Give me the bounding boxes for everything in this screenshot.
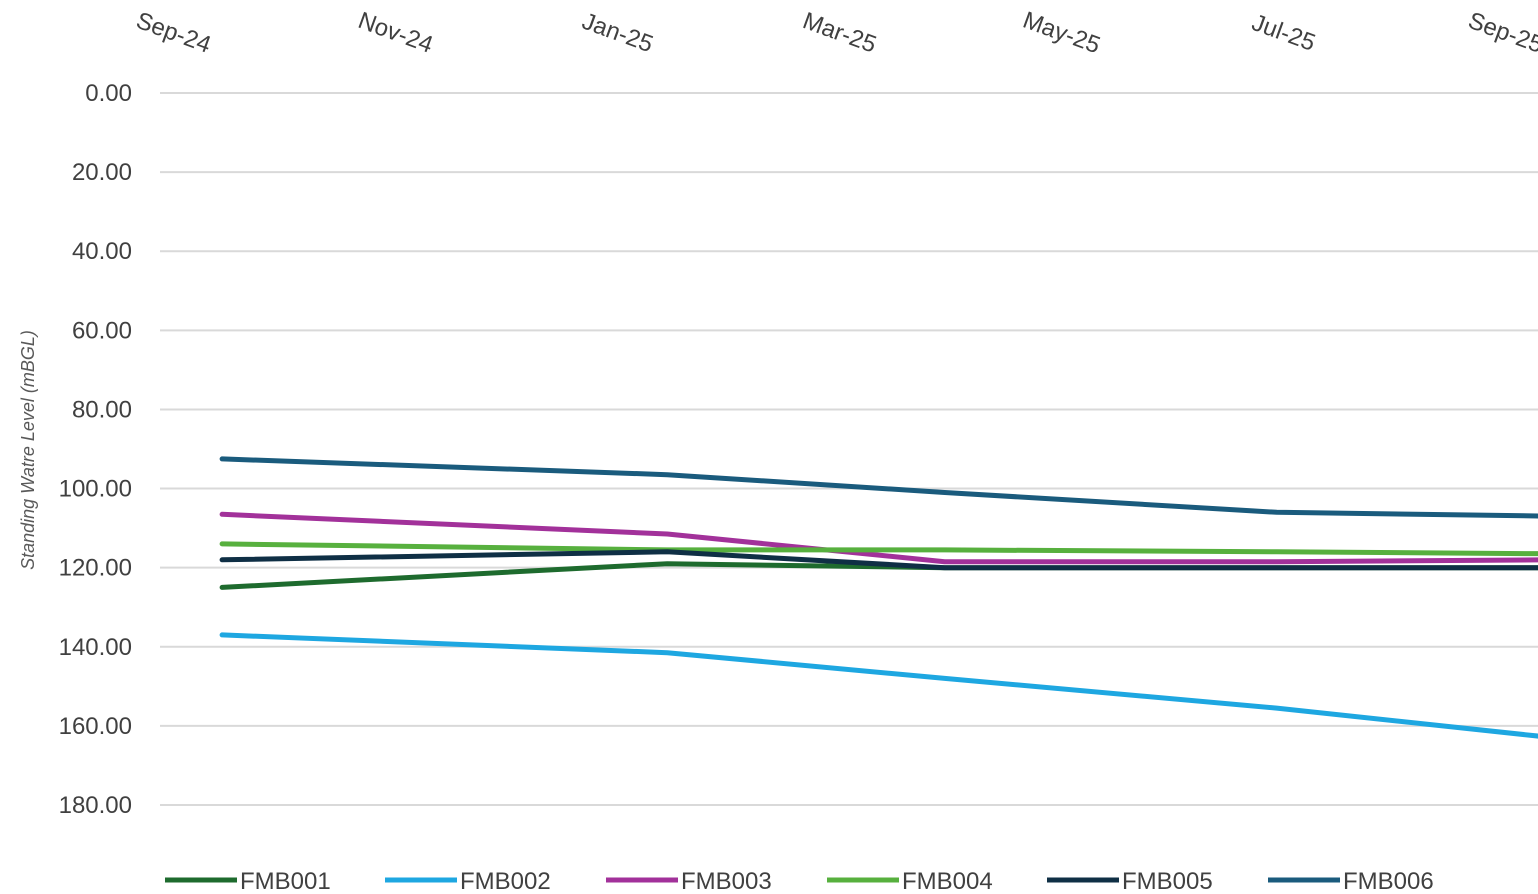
legend-label: FMB005 [1122, 868, 1213, 894]
x-tick-label: Jan-25 [578, 8, 656, 58]
y-axis-title: Standing Watre Level (mBGL) [18, 330, 38, 570]
legend-item-fmb001: FMB001 [165, 868, 331, 894]
y-tick-label: 140.00 [59, 634, 132, 661]
legend-item-fmb006: FMB006 [1268, 868, 1434, 894]
y-tick-label: 100.00 [59, 476, 132, 503]
x-tick-label: Mar-25 [799, 7, 880, 58]
y-tick-label: 80.00 [72, 396, 132, 423]
series-line-fmb005 [219, 549, 1538, 571]
y-tick-label: 0.00 [85, 80, 132, 107]
series-line-fmb004 [219, 541, 1538, 557]
legend-item-fmb002: FMB002 [385, 868, 551, 894]
legend-label: FMB004 [902, 868, 993, 894]
x-tick-label: Nov-24 [355, 7, 437, 59]
legend-item-fmb003: FMB003 [606, 868, 772, 894]
y-tick-label: 120.00 [59, 555, 132, 582]
y-tick-label: 20.00 [72, 159, 132, 186]
x-tick-label: Jul-25 [1248, 9, 1319, 57]
series-line-fmb006 [219, 456, 1538, 519]
x-tick-label: May-25 [1019, 7, 1103, 60]
x-tick-label: Sep-24 [133, 7, 215, 59]
series-line-fmb003 [219, 511, 1538, 565]
y-axis-tick-labels: 0.00 20.00 40.00 60.00 80.00 100.00 120.00 140.… [59, 80, 132, 819]
y-tick-label: 160.00 [59, 713, 132, 740]
y-tick-label: 40.00 [72, 238, 132, 265]
legend-label: FMB003 [681, 868, 772, 894]
x-tick-label: Sep-25 [1465, 7, 1538, 59]
y-tick-label: 60.00 [72, 317, 132, 344]
legend-item-fmb004: FMB004 [827, 868, 993, 894]
gridlines [160, 92, 1538, 806]
legend-item-fmb005: FMB005 [1047, 868, 1213, 894]
y-tick-label: 180.00 [59, 792, 132, 819]
legend-label: FMB002 [460, 868, 551, 894]
series-line-fmb002 [219, 632, 1538, 739]
legend-label: FMB001 [240, 868, 331, 894]
series-lines [219, 456, 1538, 739]
legend: FMB001 FMB002 FMB003 FMB004 FMB005 FMB006 [165, 868, 1434, 894]
x-axis-tick-labels: Sep-24 Nov-24 Jan-25 Mar-25 May-25 Jul-25 Sep-… [133, 7, 1538, 60]
legend-label: FMB006 [1343, 868, 1434, 894]
